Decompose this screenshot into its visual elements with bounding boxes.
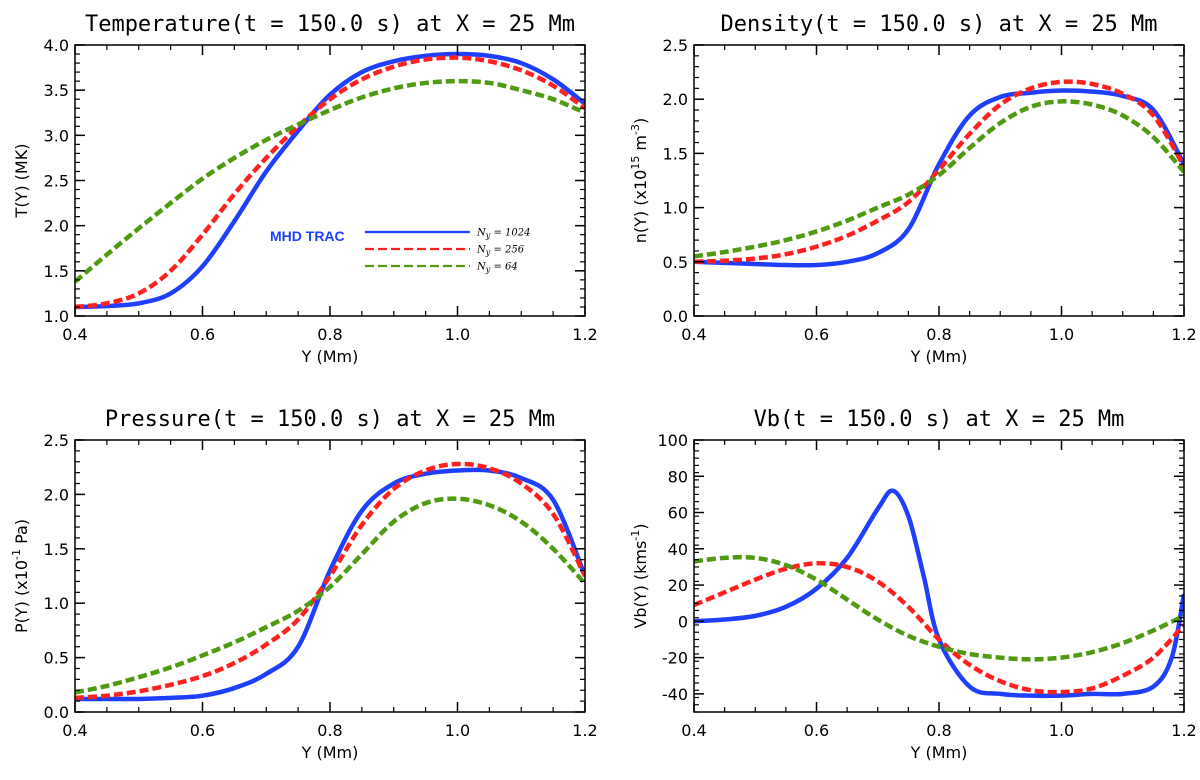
x-tick-label: 0.8 [317,721,342,740]
legend-entry-label: Ny = 256 [476,245,525,258]
series-line-n_y1024 [75,51,585,310]
plot-frame [693,44,1185,317]
y-tick-label: 0 [678,612,688,631]
plot-frame [74,44,586,317]
chart-title: Pressure(t = 150.0 s) at X = 25 Mm [105,407,555,432]
x-axis-label: Y (Mm) [301,347,359,366]
x-tick-label: 1.0 [1049,325,1074,344]
y-tick-label: 1.0 [663,199,688,218]
x-axis-label: Y (Mm) [910,347,968,366]
x-tick-label: 0.4 [681,721,706,740]
y-tick-label: 4.0 [44,36,69,55]
series-line-n_y64 [694,554,1184,662]
legend-entry-label: Ny = 1024 [476,228,530,241]
x-tick-label: 0.8 [317,325,342,344]
x-tick-label: 0.4 [681,325,706,344]
x-tick-label: 1.2 [1171,721,1196,740]
x-tick-label: 0.6 [804,721,829,740]
legend-entry-label: Ny = 64 [476,262,518,275]
y-tick-label: 2.5 [44,431,69,450]
series-line-n_y256 [694,561,1184,695]
y-tick-label: 1.5 [663,144,688,163]
legend: MHD TRAC Ny = 1024 Ny = 256 Ny = 64 [270,228,530,275]
y-axis-label: Vb(Y) (kms-1) [629,523,650,628]
y-tick-label: 1.0 [44,307,69,326]
y-tick-label: 20 [668,576,688,595]
x-tick-label: 0.6 [804,325,829,344]
y-tick-label: 0.5 [44,649,69,668]
y-tick-label: 3.0 [44,126,69,145]
y-tick-label: 2.5 [44,172,69,191]
y-tick-label: 2.5 [663,36,688,55]
series-line-n_y1024 [694,488,1184,699]
y-tick-label: 80 [668,467,688,486]
x-tick-label: 1.0 [445,325,470,344]
series-line-n_y256 [75,461,585,701]
panel-pressure: Pressure(t = 150.0 s) at X = 25 Mm 0.4 0.6… [10,407,598,762]
y-tick-label: 0.5 [663,253,688,272]
y-tick-label: 0.0 [663,307,688,326]
x-axis-label: Y (Mm) [910,743,968,762]
x-tick-label: 0.6 [190,721,215,740]
series-line-n_y256 [694,79,1184,265]
panel-density: Density(t = 150.0 s) at X = 25 Mm 0.4 0.6 0… [629,12,1197,366]
y-tick-label: 0.0 [44,703,69,722]
y-tick-label: 1.5 [44,540,69,559]
x-tick-label: 1.0 [445,721,470,740]
series-line-n_y1024 [694,88,1184,268]
y-tick-label: 40 [668,540,688,559]
y-tick-label: 100 [657,431,688,450]
x-tick-label: 0.4 [62,721,87,740]
series-line-n_y64 [75,78,585,284]
x-tick-label: 0.8 [926,325,951,344]
series-line-n_y64 [75,496,585,695]
chart-title: Temperature(t = 150.0 s) at X = 25 Mm [85,12,575,37]
legend-title: MHD TRAC [270,228,345,244]
y-tick-label: 2.0 [44,485,69,504]
y-tick-label: 3.5 [44,81,69,100]
x-tick-label: 1.2 [572,325,597,344]
x-tick-label: 1.0 [1049,721,1074,740]
x-tick-label: 0.6 [190,325,215,344]
panel-temperature: Temperature(t = 150.0 s) at X = 25 Mm 0.4… [12,12,598,366]
y-axis-label: P(Y) (x10-1 Pa) [10,519,31,633]
y-tick-label: -40 [662,685,688,704]
series-group [75,461,585,702]
chart-panels: Temperature(t = 150.0 s) at X = 25 Mm 0.4… [10,12,1197,762]
y-tick-label: 60 [668,504,688,523]
series-line-n_y64 [694,99,1184,259]
x-tick-label: 1.2 [572,721,597,740]
y-tick-label: 1.0 [44,594,69,613]
x-tick-label: 0.8 [926,721,951,740]
series-group [75,51,585,310]
y-axis-label: T(Y) (MK) [12,144,31,219]
chart-title: Density(t = 150.0 s) at X = 25 Mm [720,12,1157,37]
x-tick-label: 1.2 [1171,325,1196,344]
y-tick-label: -20 [662,649,688,668]
panel-velocity: Vb(t = 150.0 s) at X = 25 Mm 0.4 0.6 0.8 1.0… [629,407,1197,762]
series-group [694,488,1184,699]
x-tick-label: 0.4 [62,325,87,344]
y-tick-label: 2.0 [663,90,688,109]
series-group [694,79,1184,268]
y-tick-label: 1.5 [44,262,69,281]
x-axis-label: Y (Mm) [301,743,359,762]
y-tick-label: 2.0 [44,217,69,236]
chart-title: Vb(t = 150.0 s) at X = 25 Mm [754,407,1125,432]
y-axis-label: n(Y) (x1015 m-3) [629,118,650,243]
series-line-n_y256 [75,55,585,310]
